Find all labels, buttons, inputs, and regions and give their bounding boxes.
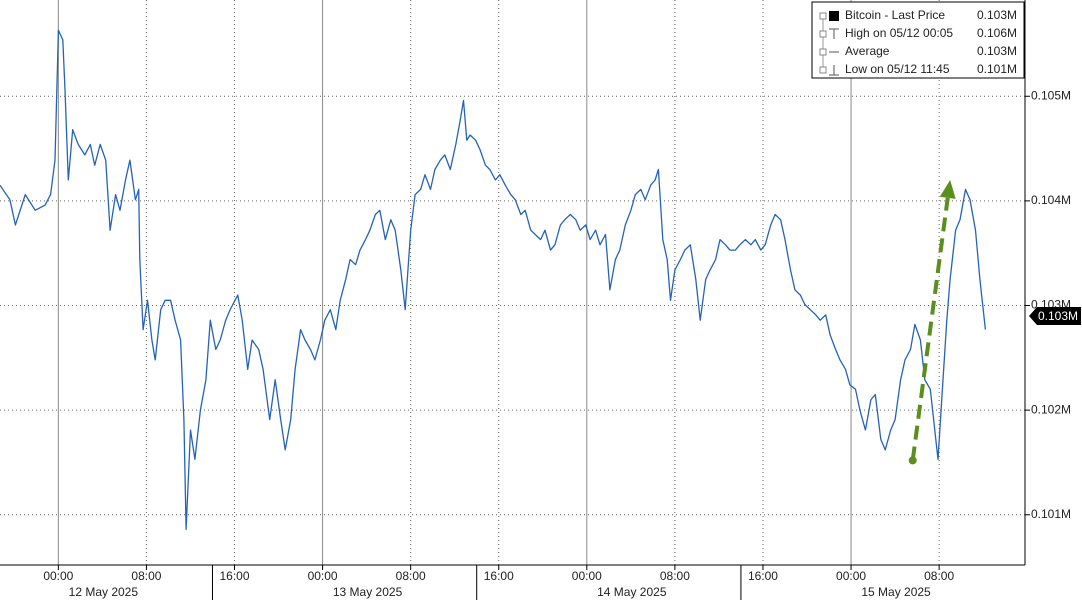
x-tick-label: 16:00 <box>219 569 249 583</box>
legend-value: 0.103M <box>977 44 1017 58</box>
x-tick-label: 08:00 <box>924 569 954 583</box>
legend-label: Bitcoin - Last Price <box>845 8 945 22</box>
y-tick-label: 0.102M <box>1031 402 1071 416</box>
legend-node <box>819 48 827 56</box>
legend-node <box>819 66 827 74</box>
legend-value: 0.103M <box>977 8 1017 22</box>
x-tick-label: 08:00 <box>131 569 161 583</box>
legend-node <box>819 30 827 38</box>
y-tick-label: 0.101M <box>1031 507 1071 521</box>
y-tick-label: 0.104M <box>1031 193 1071 207</box>
legend-value: 0.106M <box>977 26 1017 40</box>
x-tick-label: 08:00 <box>396 569 426 583</box>
price-line <box>0 29 987 531</box>
x-day-label: 15 May 2025 <box>861 585 931 599</box>
x-tick-label: 16:00 <box>484 569 514 583</box>
arrow-head <box>939 179 956 199</box>
x-day-label: 13 May 2025 <box>333 585 403 599</box>
last-price-tag <box>1029 306 1081 325</box>
x-tick-label: 00:00 <box>308 569 338 583</box>
legend-label: Low on 05/12 11:45 <box>845 62 950 76</box>
legend-box <box>811 1 1025 79</box>
legend-value: 0.101M <box>977 62 1017 76</box>
last-price-label: 0.103M <box>1038 309 1078 323</box>
x-day-label: 14 May 2025 <box>597 585 667 599</box>
legend-icon <box>829 11 839 21</box>
legend-icon <box>829 28 839 39</box>
legend-icon <box>829 65 839 76</box>
legend-label: Average <box>845 44 890 58</box>
x-tick-label: 16:00 <box>748 569 778 583</box>
arrow-shaft <box>910 197 950 461</box>
x-tick-label: 00:00 <box>572 569 602 583</box>
y-tick-label: 0.105M <box>1031 88 1071 102</box>
x-tick-label: 00:00 <box>836 569 866 583</box>
x-tick-label: 00:00 <box>43 569 73 583</box>
legend-label: High on 05/12 00:05 <box>845 26 953 40</box>
x-tick-label: 08:00 <box>660 569 690 583</box>
legend-node <box>819 12 827 20</box>
x-day-label: 12 May 2025 <box>69 585 139 599</box>
